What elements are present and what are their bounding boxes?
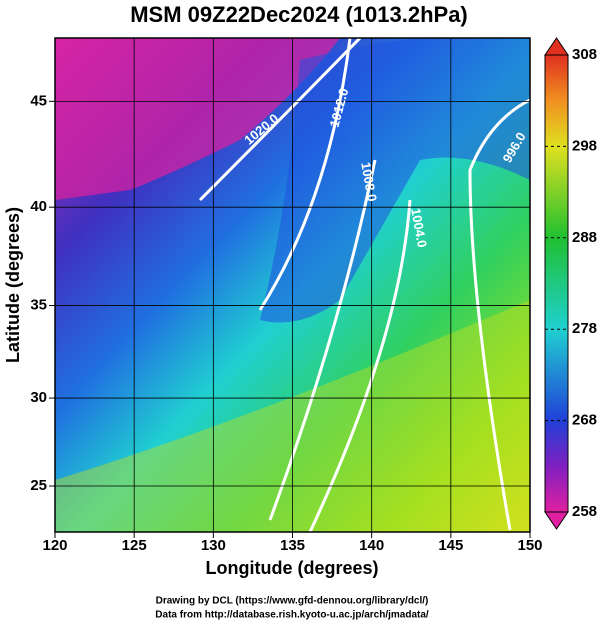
colorbar-tick-label: 278	[572, 320, 597, 337]
x-tick-label: 120	[42, 537, 67, 554]
contour-label: 1004.0	[408, 207, 430, 249]
x-axis-label: Longitude (degrees)	[205, 558, 378, 578]
colorbar-max-arrow	[544, 37, 569, 56]
colorbar	[544, 54, 569, 513]
colorbar-tick-label: 308	[572, 46, 597, 63]
x-tick-label: 140	[359, 537, 384, 554]
map-title: MSM 09Z22Dec2024 (1013.2hPa)	[130, 2, 468, 27]
colorbar-tick-label: 268	[572, 412, 597, 429]
colorbar-tick-label: 298	[572, 137, 597, 154]
credit: Drawing by DCL (https://www.gfd-dennou.o…	[156, 596, 429, 607]
x-tick-label: 145	[438, 537, 463, 554]
credit: Data from http://database.rish.kyoto-u.a…	[155, 610, 429, 621]
x-tick-label: 125	[122, 537, 147, 554]
colorbar-tick-label: 288	[572, 229, 597, 246]
colorbar-min-arrow	[544, 511, 569, 530]
y-tick-label: 40	[30, 198, 47, 215]
x-tick-label: 150	[517, 537, 542, 554]
y-axis-label: Latitude (degrees)	[3, 207, 23, 363]
y-tick-label: 35	[30, 297, 47, 314]
y-tick-label: 30	[30, 389, 47, 406]
y-tick-label: 25	[30, 477, 47, 494]
y-tick-label: 45	[30, 92, 47, 109]
x-tick-label: 130	[201, 537, 226, 554]
colorbar-tick-label: 258	[572, 503, 597, 520]
contour-label: 1008.0	[358, 161, 380, 203]
x-tick-label: 135	[280, 537, 305, 554]
